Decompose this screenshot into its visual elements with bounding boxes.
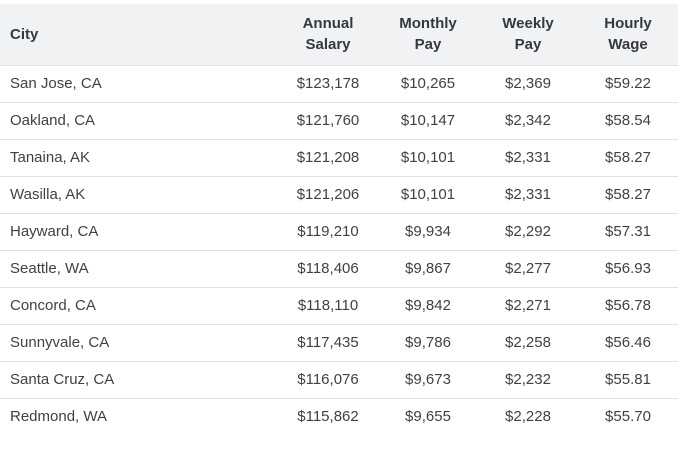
weekly-pay-cell: $2,331: [478, 175, 578, 213]
salary-table-body: San Jose, CA $123,178 $10,265 $2,369 $59…: [0, 65, 678, 435]
monthly-pay-cell: $9,867: [378, 249, 478, 287]
weekly-pay-cell: $2,292: [478, 212, 578, 250]
table-row: Concord, CA $118,110 $9,842 $2,271 $56.7…: [0, 286, 678, 324]
annual-salary-cell: $116,076: [278, 360, 378, 398]
weekly-pay-cell: $2,369: [505, 74, 551, 92]
annual-salary-cell: $121,206: [278, 175, 378, 213]
annual-salary-cell: $119,210: [278, 212, 378, 250]
city-cell: Concord, CA: [0, 286, 278, 324]
monthly-pay-cell: $10,147: [378, 101, 478, 139]
hourly-wage-cell: $55.70: [578, 397, 678, 435]
weekly-pay-cell: $2,258: [478, 323, 578, 361]
monthly-pay-cell: $10,101: [378, 138, 478, 176]
monthly-pay-cell: $9,934: [378, 212, 478, 250]
hourly-wage-cell: $56.78: [578, 286, 678, 324]
city-cell: Sunnyvale, CA: [0, 323, 278, 361]
col-header-weekly-pay: Weekly Pay: [478, 4, 578, 66]
city-cell: Wasilla, AK: [0, 175, 278, 213]
monthly-pay-cell: $10,265: [400, 74, 456, 92]
city-cell: Seattle, WA: [0, 249, 278, 287]
col-header-annual-salary: Annual Salary: [278, 4, 378, 66]
monthly-pay-cell: $9,842: [378, 286, 478, 324]
annual-salary-cell: $118,406: [278, 249, 378, 287]
monthly-pay-cell: $9,673: [378, 360, 478, 398]
table-row: Seattle, WA $118,406 $9,867 $2,277 $56.9…: [0, 249, 678, 287]
city-cell: Redmond, WA: [0, 397, 278, 435]
city-cell: Santa Cruz, CA: [0, 360, 278, 398]
annual-salary-cell: $115,862: [278, 397, 378, 435]
city-cell: Hayward, CA: [0, 212, 278, 250]
annual-salary-cell: $121,760: [278, 101, 378, 139]
hourly-wage-cell: $58.54: [578, 101, 678, 139]
annual-salary-cell: $118,110: [278, 286, 378, 324]
table-row: Tanaina, AK $121,208 $10,101 $2,331 $58.…: [0, 138, 678, 176]
weekly-pay-cell: $2,228: [478, 397, 578, 435]
annual-salary-cell: $117,435: [278, 323, 378, 361]
table-row: Oakland, CA $121,760 $10,147 $2,342 $58.…: [0, 101, 678, 139]
col-header-monthly-pay: Monthly Pay: [378, 4, 478, 66]
hourly-wage-cell: $57.31: [578, 212, 678, 250]
hourly-wage-cell: $56.93: [578, 249, 678, 287]
weekly-pay-cell: $2,271: [478, 286, 578, 324]
annual-salary-cell: $121,208: [278, 138, 378, 176]
city-cell: Oakland, CA: [0, 101, 278, 139]
city-cell: Tanaina, AK: [0, 138, 278, 176]
col-header-city: City: [0, 4, 278, 66]
annual-salary-cell: $123,178: [296, 74, 360, 92]
salary-table: City Annual Salary Monthly Pay Weekly Pa…: [0, 4, 678, 435]
table-row: Redmond, WA $115,862 $9,655 $2,228 $55.7…: [0, 397, 678, 435]
monthly-pay-cell: $9,786: [378, 323, 478, 361]
salary-table-section: City Annual Salary Monthly Pay Weekly Pa…: [0, 4, 678, 435]
header-row: City Annual Salary Monthly Pay Weekly Pa…: [0, 4, 678, 66]
table-row: Wasilla, AK $121,206 $10,101 $2,331 $58.…: [0, 175, 678, 213]
hourly-wage-cell: $55.81: [578, 360, 678, 398]
table-row: San Jose, CA $123,178 $10,265 $2,369 $59…: [0, 65, 678, 102]
hourly-wage-cell: $58.27: [578, 138, 678, 176]
weekly-pay-cell: $2,331: [478, 138, 578, 176]
weekly-pay-cell: $2,277: [478, 249, 578, 287]
col-header-hourly-wage: Hourly Wage: [578, 4, 678, 66]
monthly-pay-cell: $10,101: [378, 175, 478, 213]
table-row: Santa Cruz, CA $116,076 $9,673 $2,232 $5…: [0, 360, 678, 398]
hourly-wage-cell: $56.46: [578, 323, 678, 361]
hourly-wage-cell: $58.27: [578, 175, 678, 213]
table-row: Hayward, CA $119,210 $9,934 $2,292 $57.3…: [0, 212, 678, 250]
hourly-wage-cell: $59.22: [605, 74, 651, 92]
table-row: Sunnyvale, CA $117,435 $9,786 $2,258 $56…: [0, 323, 678, 361]
weekly-pay-cell: $2,232: [478, 360, 578, 398]
weekly-pay-cell: $2,342: [478, 101, 578, 139]
city-cell: San Jose, CA: [10, 74, 102, 92]
monthly-pay-cell: $9,655: [378, 397, 478, 435]
